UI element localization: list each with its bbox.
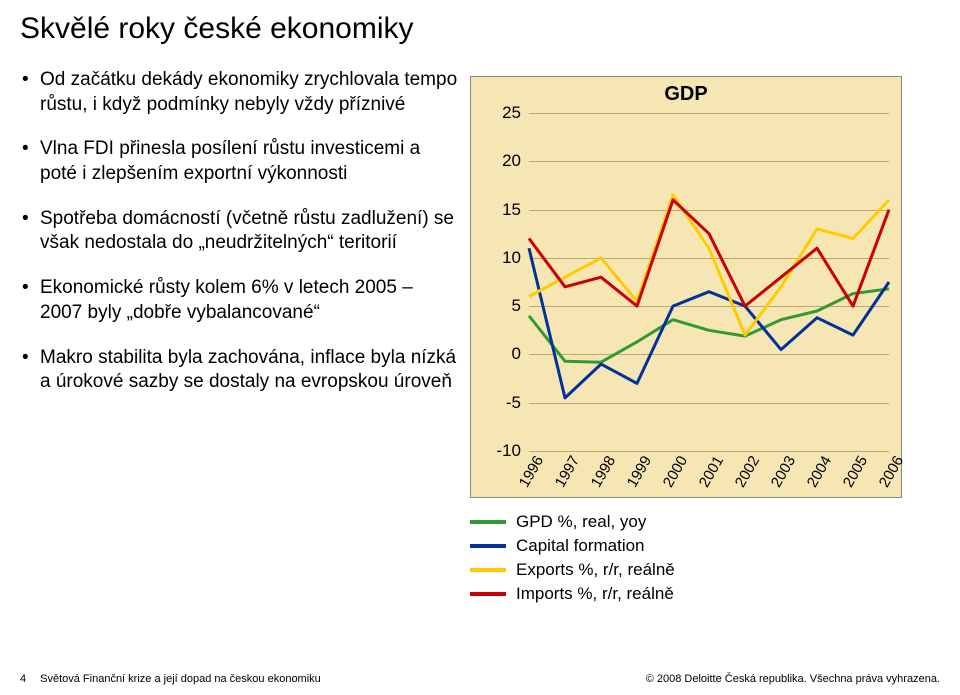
- slide: Skvělé roky české ekonomiky Od začátku d…: [0, 0, 960, 695]
- legend-swatch: [470, 592, 506, 596]
- page-title: Skvělé roky české ekonomiky: [20, 12, 940, 46]
- chart-title: GDP: [471, 83, 901, 106]
- legend-label: Exports %, r/r, reálně: [516, 560, 675, 580]
- x-tick-label: 2006: [872, 451, 907, 490]
- bullet-item: Spotřeba domácností (včetně růstu zadluž…: [22, 207, 460, 256]
- slide-footer: 4 Světová Finanční krize a její dopad na…: [0, 673, 960, 685]
- x-tick-label: 2004: [800, 451, 835, 490]
- bullet-item: Makro stabilita byla zachována, inflace …: [22, 346, 460, 395]
- bullet-item: Vlna FDI přinesla posílení růstu investi…: [22, 137, 460, 186]
- bullets-column: Od začátku dekády ekonomiky zrychlovala …: [20, 68, 460, 608]
- y-tick-label: -5: [506, 393, 529, 413]
- x-tick-label: 2005: [836, 451, 871, 490]
- x-tick-label: 1999: [620, 451, 655, 490]
- footer-left: 4 Světová Finanční krize a její dopad na…: [20, 673, 321, 685]
- legend-item: Capital formation: [470, 536, 940, 556]
- legend-label: Capital formation: [516, 536, 645, 556]
- chart-column: GDP -10-50510152025199619971998199920002…: [470, 68, 940, 608]
- legend-swatch: [470, 520, 506, 524]
- footer-title: Světová Finanční krize a její dopad na č…: [40, 673, 321, 685]
- y-tick-label: 25: [502, 103, 529, 123]
- x-tick-label: 2000: [656, 451, 691, 490]
- y-tick-label: 15: [502, 200, 529, 220]
- legend-label: GPD %, real, yoy: [516, 512, 646, 532]
- legend-item: Imports %, r/r, reálně: [470, 584, 940, 604]
- legend-swatch: [470, 568, 506, 572]
- chart-legend: GPD %, real, yoy Capital formation Exports…: [470, 512, 940, 604]
- bullet-item: Ekonomické růsty kolem 6% v letech 2005 …: [22, 276, 460, 325]
- legend-swatch: [470, 544, 506, 548]
- page-number: 4: [20, 673, 26, 685]
- chart-lines: [529, 113, 889, 451]
- series-line: [529, 195, 889, 335]
- content-columns: Od začátku dekády ekonomiky zrychlovala …: [20, 68, 940, 608]
- bullet-list: Od začátku dekády ekonomiky zrychlovala …: [22, 68, 460, 395]
- x-tick-label: 1997: [548, 451, 583, 490]
- x-tick-label: 2002: [728, 451, 763, 490]
- x-tick-label: 2003: [764, 451, 799, 490]
- y-tick-label: 10: [502, 248, 529, 268]
- plot-area: -10-505101520251996199719981999200020012…: [529, 113, 889, 451]
- y-tick-label: 5: [512, 296, 529, 316]
- x-tick-label: 1998: [584, 451, 619, 490]
- gdp-chart: GDP -10-50510152025199619971998199920002…: [470, 76, 902, 498]
- series-line: [529, 248, 889, 398]
- legend-label: Imports %, r/r, reálně: [516, 584, 674, 604]
- footer-copyright: © 2008 Deloitte Česká republika. Všechna…: [646, 673, 940, 685]
- y-tick-label: 0: [512, 344, 529, 364]
- legend-item: GPD %, real, yoy: [470, 512, 940, 532]
- x-tick-label: 2001: [692, 451, 727, 490]
- legend-item: Exports %, r/r, reálně: [470, 560, 940, 580]
- y-tick-label: 20: [502, 151, 529, 171]
- series-line: [529, 200, 889, 306]
- bullet-item: Od začátku dekády ekonomiky zrychlovala …: [22, 68, 460, 117]
